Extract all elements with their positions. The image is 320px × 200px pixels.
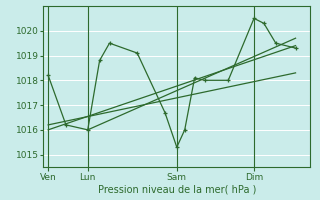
X-axis label: Pression niveau de la mer( hPa ): Pression niveau de la mer( hPa ) [98,184,256,194]
